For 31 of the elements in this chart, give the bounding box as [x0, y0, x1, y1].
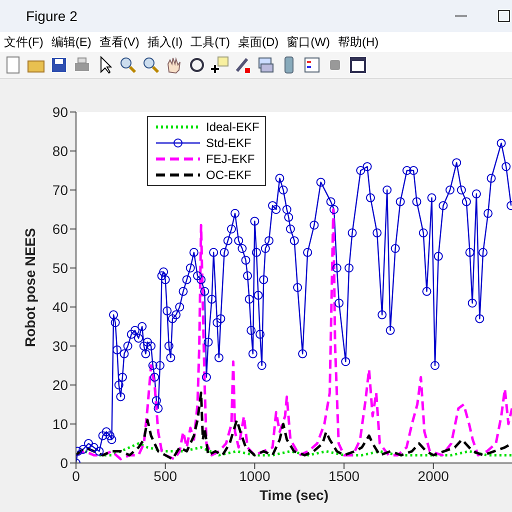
text: 编辑(E)	[51, 34, 92, 50]
y-tick-label: 40	[52, 298, 68, 315]
text: 帮助(H)	[338, 34, 379, 50]
caption: Figure 2	[26, 8, 78, 24]
x-tick-label: 1500	[328, 468, 360, 484]
legend-label: FEJ-EKF	[206, 152, 255, 166]
text: 插入(I)	[147, 34, 183, 50]
y-axis-title: Robot pose NEES	[22, 228, 38, 348]
x-tick-label: 1000	[239, 468, 270, 484]
y-tick-label: 60	[52, 220, 68, 237]
x-axis-title: Time (sec)	[260, 487, 328, 503]
text: 文件(F)	[4, 34, 44, 50]
y-tick-label: 20	[52, 376, 68, 393]
y-tick-label: 80	[52, 142, 68, 159]
text: 查看(V)	[99, 34, 140, 50]
legend-label: Ideal-EKF	[206, 120, 260, 134]
y-tick-label: 50	[52, 260, 68, 276]
y-tick-label: 10	[52, 416, 68, 432]
y-tick-label: 0	[60, 454, 68, 471]
legend-label: Std-EKF	[206, 136, 252, 150]
legend-label: OC-EKF	[206, 168, 252, 182]
y-tick-label: 70	[52, 182, 68, 198]
y-tick-label: 30	[52, 338, 68, 354]
x-tick-label: 0	[72, 468, 80, 484]
x-tick-label: 2000	[418, 468, 450, 484]
text: 窗口(W)	[286, 34, 330, 50]
line-series	[76, 392, 512, 460]
text: 工具(T)	[190, 34, 230, 50]
x-tick-label: 500	[154, 468, 178, 484]
text: 桌面(D)	[238, 34, 279, 50]
y-tick-label: 90	[52, 104, 68, 120]
